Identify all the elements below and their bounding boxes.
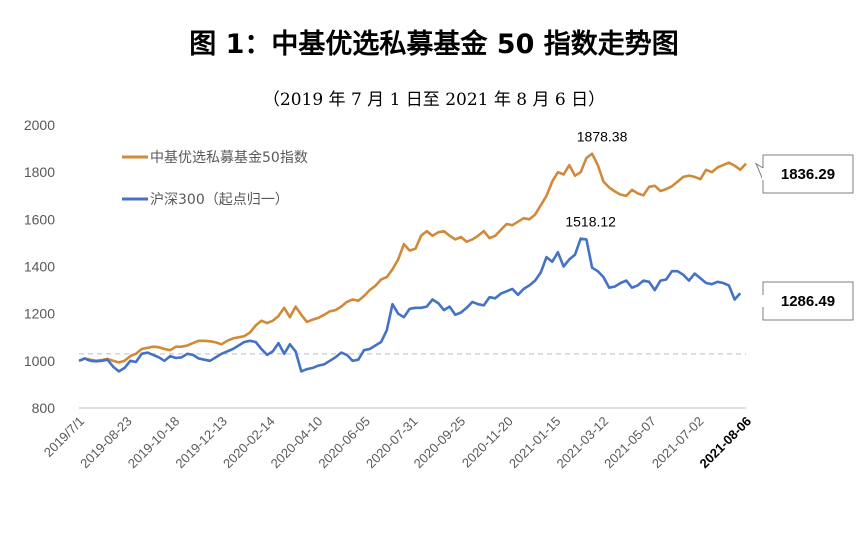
y-tick-label: 1600 xyxy=(24,211,55,227)
x-tick-label: 2019/7/1 xyxy=(41,414,87,460)
chart-subtitle: （2019 年 7 月 1 日至 2021 年 8 月 6 日） xyxy=(262,90,606,110)
chart-title: 图 1：中基优选私募基金 50 指数走势图 xyxy=(189,29,679,60)
callout-pointer xyxy=(754,162,764,181)
y-tick-label: 800 xyxy=(32,400,56,416)
callout-box xyxy=(762,281,854,321)
callout-box xyxy=(762,154,854,194)
y-tick-label: 1800 xyxy=(24,164,55,180)
series-line-csi300 xyxy=(78,237,742,373)
legend-label: 沪深300（起点归一） xyxy=(150,191,289,208)
annotations: 1878.38 1518.12 1836.29 1286.49 xyxy=(565,129,854,321)
y-axis-ticks: 800 1000 1200 1400 1600 1800 2000 xyxy=(24,117,55,416)
y-tick-label: 2000 xyxy=(24,117,55,133)
series-line-fund-index xyxy=(78,152,747,364)
y-tick-label: 1000 xyxy=(24,353,55,369)
x-axis-ticks: 2019/7/12019-08-232019-10-182019-12-1320… xyxy=(41,414,754,472)
peak-label: 1518.12 xyxy=(565,214,616,230)
callout-value: 1836.29 xyxy=(781,166,835,183)
series-lines xyxy=(78,152,747,373)
y-tick-label: 1400 xyxy=(24,259,55,275)
peak-label: 1878.38 xyxy=(577,129,628,145)
callout-value: 1286.49 xyxy=(781,293,835,310)
x-tick-label: 2021-08-06 xyxy=(696,414,754,472)
legend-label: 中基优选私募基金50指数 xyxy=(150,149,308,166)
y-tick-label: 1200 xyxy=(24,306,55,322)
x-tick-label: 2020-09-25 xyxy=(411,414,469,472)
